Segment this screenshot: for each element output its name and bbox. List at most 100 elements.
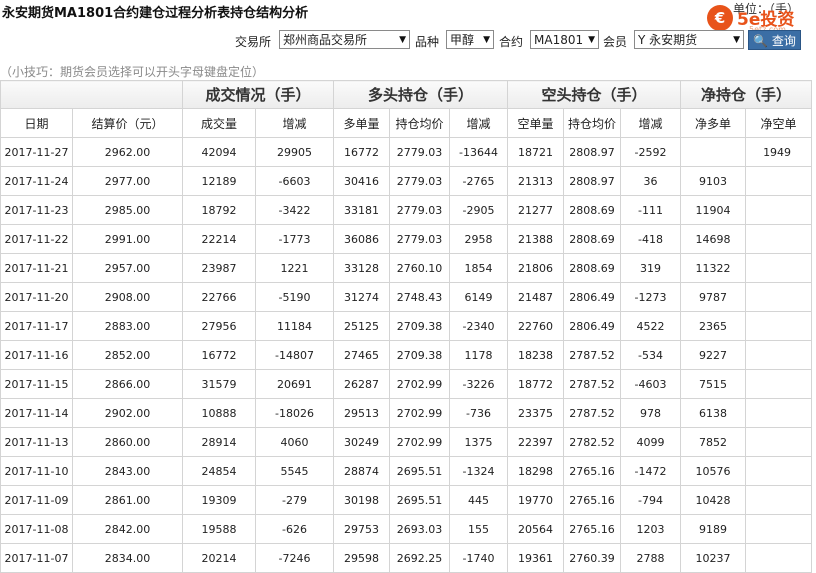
search-icon: 🔍 bbox=[753, 34, 769, 48]
table-cell: 7515 bbox=[680, 369, 747, 399]
table-cell bbox=[745, 166, 813, 196]
table-row: 2017-11-14 2902.00 10888 -18026 29513 2702.99… bbox=[0, 398, 813, 428]
table-cell: 4060 bbox=[254, 427, 335, 457]
table-cell: 2787.52 bbox=[563, 340, 622, 370]
table-cell: 30198 bbox=[333, 485, 391, 515]
table-cell: 2834.00 bbox=[72, 543, 183, 573]
table-cell: 2765.16 bbox=[563, 514, 622, 544]
table-cell: 7852 bbox=[680, 427, 747, 457]
table-cell bbox=[745, 456, 813, 486]
table-cell: 2985.00 bbox=[72, 195, 183, 225]
contract-select-value: MA1801 bbox=[534, 33, 584, 47]
table-cell: 26287 bbox=[333, 369, 391, 399]
chevron-down-icon: ▼ bbox=[399, 35, 406, 45]
brand-logo[interactable]: € 5e投资 5etz.com bbox=[707, 3, 815, 35]
table-row: 2017-11-27 2962.00 42094 29905 16772 2779.03-… bbox=[0, 137, 813, 167]
table-cell: -4603 bbox=[620, 369, 682, 399]
table-cell: 21388 bbox=[507, 224, 565, 254]
exchange-select[interactable]: 郑州商品交易所 ▼ bbox=[279, 30, 410, 49]
table-cell: 10888 bbox=[182, 398, 256, 428]
table-cell: 36 bbox=[620, 166, 682, 196]
table-cell: 2866.00 bbox=[72, 369, 183, 399]
table-cell: -14807 bbox=[254, 340, 335, 370]
table-row: 2017-11-23 2985.00 18792 -3422 33181 2779.03-… bbox=[0, 195, 813, 225]
table-cell: 2962.00 bbox=[72, 137, 183, 167]
table-cell bbox=[745, 514, 813, 544]
table-cell: 2693.03 bbox=[389, 514, 451, 544]
variety-select[interactable]: 甲醇 ▼ bbox=[446, 30, 494, 49]
col-header: 持仓均价 bbox=[389, 108, 451, 138]
member-select[interactable]: Y 永安期货 ▼ bbox=[634, 30, 744, 49]
table-cell: 20691 bbox=[254, 369, 335, 399]
col-header: 增减 bbox=[449, 108, 509, 138]
table-cell: 2017-11-10 bbox=[0, 456, 73, 486]
table-cell: 2787.52 bbox=[563, 398, 622, 428]
col-header: 空单量 bbox=[507, 108, 565, 138]
table-cell: 23375 bbox=[507, 398, 565, 428]
contract-select[interactable]: MA1801 ▼ bbox=[530, 30, 599, 49]
chevron-down-icon: ▼ bbox=[483, 35, 490, 45]
table-cell: 18792 bbox=[182, 195, 256, 225]
table-cell: -1324 bbox=[449, 456, 509, 486]
table-cell: 2017-11-17 bbox=[0, 311, 73, 341]
table-cell: 1221 bbox=[254, 253, 335, 283]
table-cell: -1273 bbox=[620, 282, 682, 312]
table-cell: 33181 bbox=[333, 195, 391, 225]
table-cell: 18721 bbox=[507, 137, 565, 167]
table-cell: 19770 bbox=[507, 485, 565, 515]
query-button[interactable]: 🔍 查询 bbox=[748, 30, 801, 50]
table-cell: 2017-11-15 bbox=[0, 369, 73, 399]
exchange-select-value: 郑州商品交易所 bbox=[283, 33, 368, 47]
group-header-net: 净持仓（手） bbox=[680, 80, 813, 109]
table-cell: 2860.00 bbox=[72, 427, 183, 457]
table-cell: 27465 bbox=[333, 340, 391, 370]
table-cell: -2905 bbox=[449, 195, 509, 225]
table-cell: 10237 bbox=[680, 543, 747, 573]
table-cell: 2779.03 bbox=[389, 137, 451, 167]
table-cell: 29905 bbox=[254, 137, 335, 167]
table-cell bbox=[745, 282, 813, 312]
table-cell: 2765.16 bbox=[563, 485, 622, 515]
table-cell: 2017-11-20 bbox=[0, 282, 73, 312]
table-cell: 2883.00 bbox=[72, 311, 183, 341]
table-cell bbox=[745, 427, 813, 457]
table-cell: -6603 bbox=[254, 166, 335, 196]
col-header: 持仓均价 bbox=[563, 108, 622, 138]
table-cell: 2702.99 bbox=[389, 369, 451, 399]
table-cell: 2702.99 bbox=[389, 398, 451, 428]
table-cell: 4522 bbox=[620, 311, 682, 341]
table-cell: -2340 bbox=[449, 311, 509, 341]
table-cell: 21277 bbox=[507, 195, 565, 225]
table-cell: -5190 bbox=[254, 282, 335, 312]
table-cell: -1472 bbox=[620, 456, 682, 486]
table-cell: 21313 bbox=[507, 166, 565, 196]
table-cell: 2842.00 bbox=[72, 514, 183, 544]
table-cell: 155 bbox=[449, 514, 509, 544]
table-cell: 2760.10 bbox=[389, 253, 451, 283]
tip-text: （小技巧：期货会员选择可以开头字母键盘定位） bbox=[0, 65, 265, 79]
table-cell: 5545 bbox=[254, 456, 335, 486]
table-cell: 22214 bbox=[182, 224, 256, 254]
table-cell: 2843.00 bbox=[72, 456, 183, 486]
table-cell: -418 bbox=[620, 224, 682, 254]
group-header-blank bbox=[0, 80, 183, 109]
table-cell: -794 bbox=[620, 485, 682, 515]
table-row: 2017-11-22 2991.00 22214 -1773 36086 2779.03 2… bbox=[0, 224, 813, 254]
table-cell: 6149 bbox=[449, 282, 509, 312]
table-cell: 33128 bbox=[333, 253, 391, 283]
position-table: 成交情况（手） 多头持仓（手） 空头持仓（手） 净持仓（手） 日期 结算价（元）… bbox=[0, 80, 813, 573]
table-cell: -534 bbox=[620, 340, 682, 370]
table-cell: 31579 bbox=[182, 369, 256, 399]
table-row: 2017-11-16 2852.00 16772 -14807 27465 2709.38… bbox=[0, 340, 813, 370]
table-cell: -3226 bbox=[449, 369, 509, 399]
table-cell: 2808.69 bbox=[563, 195, 622, 225]
table-cell: 29753 bbox=[333, 514, 391, 544]
table-row: 2017-11-13 2860.00 28914 4060 30249 2702.99 13… bbox=[0, 427, 813, 457]
table-cell: 18238 bbox=[507, 340, 565, 370]
table-row: 2017-11-10 2843.00 24854 5545 28874 2695.51 -1… bbox=[0, 456, 813, 486]
table-cell: 1178 bbox=[449, 340, 509, 370]
table-cell: 2977.00 bbox=[72, 166, 183, 196]
table-cell: 2902.00 bbox=[72, 398, 183, 428]
table-cell: 2806.49 bbox=[563, 311, 622, 341]
table-cell: 2808.69 bbox=[563, 224, 622, 254]
